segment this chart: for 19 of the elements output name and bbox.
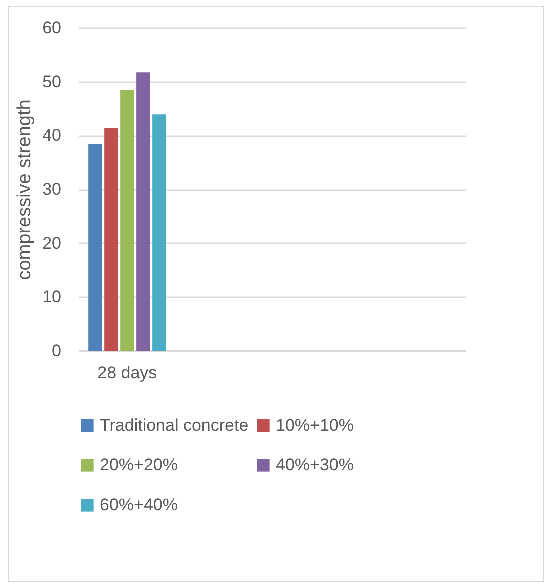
legend-label: 10%+10%	[276, 416, 354, 435]
bar	[88, 144, 102, 351]
y-tick-label: 40	[42, 126, 62, 146]
bar	[120, 90, 134, 351]
x-tick-label: 28 days	[98, 364, 158, 382]
y-tick-label: 60	[42, 18, 62, 38]
legend-label: 20%+20%	[100, 456, 178, 474]
legend-label: 60%+40%	[100, 496, 178, 514]
y-tick-label: 30	[42, 180, 62, 199]
bar	[152, 114, 166, 351]
y-tick-label: 20	[42, 234, 62, 253]
legend-label: 40%+30%	[276, 456, 354, 474]
y-tick-label: 10	[42, 288, 62, 307]
y-axis-title: compressive strength	[14, 100, 36, 280]
bar	[104, 128, 118, 351]
y-tick-label: 0	[52, 342, 62, 360]
legend-label: Traditional concrete	[100, 416, 249, 435]
y-tick-label: 50	[42, 72, 62, 92]
bar	[136, 72, 150, 351]
